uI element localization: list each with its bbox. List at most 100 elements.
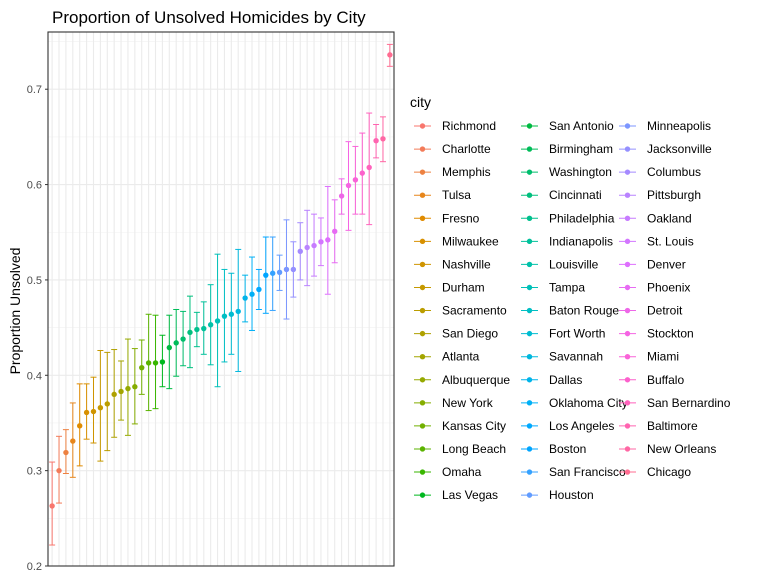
legend-key-point (624, 400, 631, 406)
y-tick-label: 0.4 (27, 370, 42, 382)
legend-key-point (526, 423, 533, 429)
legend-key-point (624, 261, 631, 268)
legend-item: Savannah (521, 350, 603, 364)
data-point (187, 329, 193, 336)
data-point-group (338, 178, 345, 215)
legend-key-point (419, 492, 426, 498)
legend-label: Birmingham (549, 142, 613, 156)
legend-label: Tampa (549, 280, 585, 294)
legend-label: New Orleans (647, 442, 716, 456)
data-point-group (269, 236, 276, 311)
legend-key-point (419, 284, 426, 291)
legend-key-point (624, 215, 631, 221)
legend-label: San Antonio (549, 119, 614, 133)
data-point (242, 295, 248, 301)
legend-key-point (526, 307, 533, 314)
legend-key-point (419, 400, 426, 406)
legend-item: Tampa (521, 280, 585, 294)
data-point-group (331, 199, 338, 264)
legend-label: Las Vegas (442, 488, 498, 502)
legend-key-point (624, 238, 631, 245)
data-point-group (166, 314, 173, 390)
legend-key-point (526, 446, 533, 452)
data-point (290, 266, 297, 273)
legend-item: Fort Worth (521, 327, 605, 341)
legend-label: Phoenix (647, 280, 690, 294)
legend-label: Long Beach (442, 442, 506, 456)
data-point (166, 344, 173, 351)
data-point (201, 325, 207, 332)
legend-key-point (419, 146, 426, 152)
legend-key-point (526, 400, 533, 406)
legend-label: Nashville (442, 257, 491, 271)
data-point (63, 449, 69, 456)
y-axis-title: Proportion Unsolved (7, 248, 23, 375)
legend-key-point (419, 169, 426, 175)
legend-key-point (526, 123, 533, 129)
legend-key-point (624, 446, 631, 452)
legend-label: Washington (549, 165, 612, 179)
legend-label: Miami (647, 350, 679, 364)
data-point (235, 308, 241, 315)
y-tick-label: 0.7 (27, 84, 42, 96)
legend-item: Columbus (619, 165, 701, 179)
data-point (297, 248, 303, 255)
legend-label: Columbus (647, 165, 701, 179)
legend-label: Baltimore (647, 419, 698, 433)
data-point-group (56, 435, 63, 504)
legend-item: Atlanta (414, 350, 480, 364)
data-point-group (49, 461, 56, 546)
data-point-group (152, 314, 159, 410)
data-point (49, 503, 55, 509)
legend-item: Durham (414, 280, 485, 294)
data-point (380, 136, 386, 142)
data-point-group (180, 310, 187, 367)
data-point (228, 311, 235, 317)
data-point (194, 326, 200, 333)
legend-item: Minneapolis (619, 119, 711, 133)
legend-label: Sacramento (442, 304, 507, 318)
legend-label: Jacksonville (647, 142, 712, 156)
data-point (83, 409, 90, 416)
y-tick-label: 0.5 (27, 275, 42, 287)
legend-label: Atlanta (442, 350, 480, 364)
data-point-group (173, 308, 180, 377)
legend-key-point (624, 469, 631, 475)
data-point-group (221, 268, 228, 363)
legend: Richmond Charlotte Memphis Tulsa Fresno Milwa… (414, 119, 731, 502)
data-point-group (352, 145, 359, 215)
data-point-group (324, 185, 331, 295)
data-point (173, 340, 179, 346)
data-point (125, 385, 131, 392)
data-point-group (214, 253, 221, 388)
data-point (345, 182, 352, 189)
data-point-group (262, 236, 269, 314)
legend-item: Detroit (619, 304, 683, 318)
data-point-group (304, 209, 311, 287)
legend-key-point (419, 307, 426, 314)
legend-item: Birmingham (521, 142, 613, 156)
legend-label: Memphis (442, 165, 491, 179)
y-tick-label: 0.6 (27, 180, 42, 192)
data-point-group (138, 339, 145, 395)
data-point-group (97, 349, 104, 462)
legend-item: Stockton (619, 327, 694, 341)
data-point-group (386, 43, 393, 67)
data-point-group (69, 402, 76, 478)
legend-key-point (526, 330, 533, 337)
data-point-group (317, 217, 324, 267)
data-point-group (345, 141, 352, 231)
data-point (221, 313, 228, 319)
legend-label: Charlotte (442, 142, 491, 156)
data-point-group (249, 256, 256, 331)
legend-label: Stockton (647, 327, 694, 341)
legend-label: Boston (549, 442, 586, 456)
legend-key-point (526, 215, 533, 221)
legend-label: Philadelphia (549, 211, 615, 225)
data-point (269, 270, 276, 276)
legend-title: city (410, 94, 431, 110)
legend-item: Kansas City (414, 419, 506, 433)
data-point-group (283, 219, 290, 320)
data-point-group (242, 274, 249, 323)
legend-key-point (624, 377, 631, 383)
